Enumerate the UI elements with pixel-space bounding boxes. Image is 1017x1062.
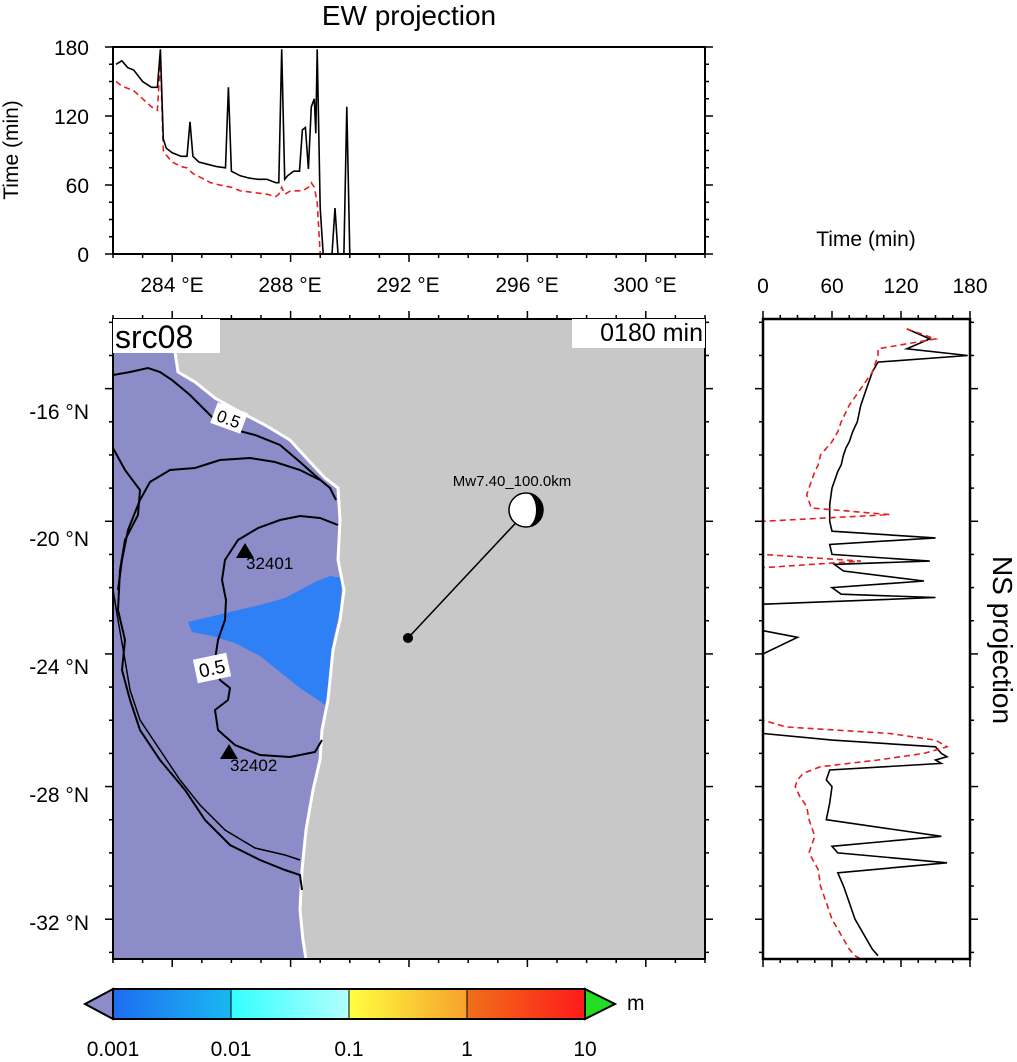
focal-mechanism-icon <box>508 492 544 528</box>
colorbar-tick-label: 0.1 <box>334 1038 363 1061</box>
contour-line-inner <box>117 456 339 759</box>
ns-xlabel: Time (min) <box>816 228 916 251</box>
ns-series-group <box>763 328 968 959</box>
ns-arrival-series-line <box>763 328 950 959</box>
map-ytick-label: -24 °N <box>29 656 89 679</box>
ew-ytick-label: 120 <box>54 106 89 129</box>
colorbar-over-triangle <box>584 987 618 1021</box>
ew-axis-ticks <box>105 46 713 262</box>
ns-title: NS projection <box>987 556 1017 724</box>
colorbar-under-triangle <box>82 987 114 1021</box>
ew-series-group <box>115 49 705 254</box>
station-label: 32401 <box>246 554 293 573</box>
epicenter-leader-line <box>407 511 527 639</box>
colorbar: m 0.001 0.01 0.1 1 10 <box>82 987 645 1061</box>
ew-x-tick-labels: 284 °E 288 °E 292 °E 296 °E 300 °E <box>140 274 676 297</box>
colorbar-tick-label: 1 <box>461 1038 473 1061</box>
epicenter-marker <box>403 633 413 643</box>
ew-ytick-label: 180 <box>54 37 89 60</box>
contour-line-mid <box>113 589 301 861</box>
colorbar-tick-label: 0.001 <box>87 1038 140 1061</box>
src-label-box <box>113 319 220 353</box>
ns-xtick-label: 180 <box>952 275 987 298</box>
ew-ytick-label: 60 <box>66 175 89 198</box>
map-y-tick-labels: -16 °N -20 °N -24 °N -28 °N -32 °N <box>29 401 89 935</box>
ew-arrival-series-line <box>115 58 705 254</box>
contour-label-left: 0.5 <box>192 652 232 684</box>
ns-panel: Time (min) 0 60 120 180 NS projection <box>755 228 1017 967</box>
ew-xtick-label: 300 °E <box>613 274 676 297</box>
ew-xtick-label: 284 °E <box>140 274 203 297</box>
ew-title: EW projection <box>322 0 496 31</box>
colorbar-unit: m <box>627 992 645 1015</box>
time-label: 0180 min <box>600 319 703 347</box>
ns-x-tick-labels: 0 60 120 180 <box>757 275 987 298</box>
ew-frame <box>112 46 706 255</box>
time-label-box <box>572 319 705 348</box>
ew-xtick-label: 288 °E <box>258 274 321 297</box>
map-ytick-label: -32 °N <box>29 912 89 935</box>
map-ytick-label: -28 °N <box>29 784 89 807</box>
colorbar-tick-label: 10 <box>573 1038 596 1061</box>
src-label: src08 <box>115 319 193 355</box>
ew-ylabel: Time (min) <box>0 100 23 200</box>
station-marker <box>220 744 238 759</box>
ns-xtick-label: 0 <box>757 275 769 298</box>
station-marker <box>236 543 254 558</box>
source-label: Mw7.40_100.0km <box>453 473 571 490</box>
ns-xtick-label: 120 <box>883 275 918 298</box>
ns-axis-ticks <box>755 311 978 967</box>
ew-xtick-label: 292 °E <box>376 274 439 297</box>
ew-xtick-label: 296 °E <box>495 274 558 297</box>
ns-frame <box>761 317 972 961</box>
wave-height-fill <box>188 576 342 705</box>
map-frame <box>112 318 706 960</box>
ew-max-height-series-line <box>115 49 705 254</box>
ew-y-tick-labels: 0 60 120 180 <box>54 37 89 267</box>
map-ytick-label: -20 °N <box>29 528 89 551</box>
colorbar-tick-label: 0.01 <box>211 1038 252 1061</box>
ew-ytick-label: 0 <box>77 244 89 267</box>
station-label: 32402 <box>230 756 277 775</box>
ew-panel: EW projection Time (min) 0 60 120 180 28… <box>0 0 713 297</box>
ns-xtick-label: 60 <box>820 275 843 298</box>
map-panel: 0.5 0.5 32401 32402 Mw7.40_100.0km -16 <box>29 311 713 967</box>
map-ytick-label: -16 °N <box>29 401 89 424</box>
ns-max-height-series-line <box>763 328 968 957</box>
